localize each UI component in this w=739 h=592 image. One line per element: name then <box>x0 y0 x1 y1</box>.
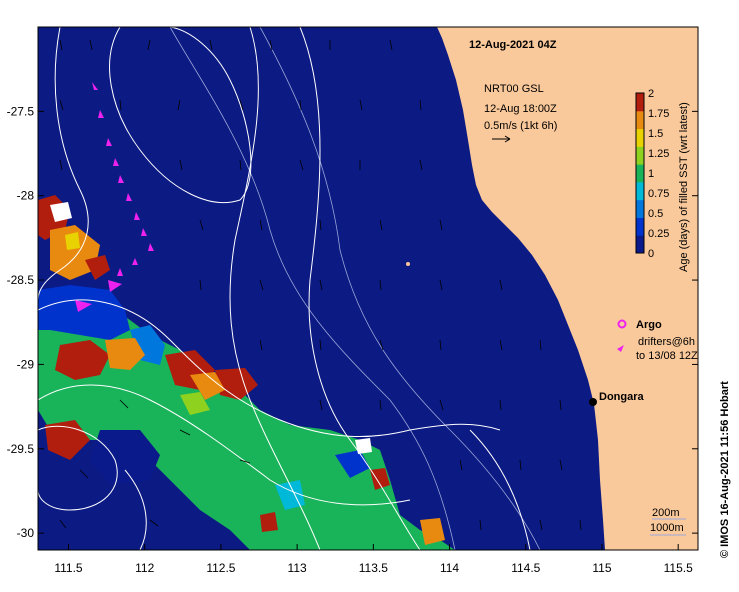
colorbar-segment <box>636 235 644 254</box>
drifter-legend-line1: drifters@6h <box>638 336 695 348</box>
y-axis: -27.5 -28 -28.5 -29 -29.5 -30 <box>7 104 698 540</box>
y-tick-label: -29.5 <box>7 442 35 456</box>
vector-source-line1: NRT00 GSL <box>484 83 544 95</box>
vector-source-line2: 12-Aug 18:00Z <box>484 103 557 115</box>
plot-frame <box>37 26 699 551</box>
land <box>437 27 698 550</box>
x-tick-label: 112.5 <box>206 561 235 575</box>
drifter-legend-line2: to 13/08 12Z <box>636 350 698 362</box>
x-tick-label: 114 <box>440 561 459 575</box>
x-tick-label: 113.5 <box>359 561 388 575</box>
sst-age-patches <box>38 195 455 550</box>
x-tick-label: 115.5 <box>664 561 693 575</box>
colorbar-segment <box>636 110 644 130</box>
isobath-legend-200m: 200m <box>652 507 680 519</box>
colorbar-tick-label: 0.5 <box>648 208 663 220</box>
colorbar-segment <box>636 199 644 218</box>
sst-contours <box>38 27 531 550</box>
x-tick-label: 115 <box>592 561 611 575</box>
vector-source-line3: 0.5m/s (1kt 6h) <box>484 120 557 132</box>
y-tick-label: -27.5 <box>7 104 35 118</box>
colorbar-tick-label: 0.25 <box>648 228 669 240</box>
colorbar-tick-label: 1.5 <box>648 128 663 140</box>
colorbar-tick-label: 0 <box>648 248 654 260</box>
y-tick-label: -30 <box>17 526 35 540</box>
colorbar-segment <box>636 217 644 236</box>
colorbar-segment <box>636 181 644 201</box>
dongara-label: Dongara <box>599 391 645 403</box>
colorbar-label: Age (days) of filled SST (wrt latest) <box>678 102 690 272</box>
colorbar-tick-label: 1.25 <box>648 148 669 160</box>
isobath-lines <box>169 27 541 550</box>
y-tick-label: -29 <box>17 357 35 371</box>
x-axis: 111.5 112 112.5 113 113.5 114 114.5 115 115.5 <box>54 544 693 575</box>
colorbar-tick-label: 0.75 <box>648 188 669 200</box>
colorbar-tick-label: 1.75 <box>648 108 669 120</box>
x-tick-label: 114.5 <box>511 561 540 575</box>
scale-arrow-head <box>504 135 511 143</box>
drifter-track <box>75 82 154 312</box>
colorbar-segment <box>636 128 644 147</box>
colorbar-tick-label: 1 <box>648 168 654 180</box>
island <box>406 262 410 266</box>
colorbar-segment <box>636 164 644 183</box>
x-tick-label: 113 <box>288 561 307 575</box>
colorbar: 0 0.25 0.5 0.75 1 1.25 1.5 1.75 2 <box>635 88 669 260</box>
argo-legend-label: Argo <box>636 319 662 331</box>
x-tick-label: 111.5 <box>54 561 83 575</box>
isobath-legend-1000m: 1000m <box>650 522 684 534</box>
map-title: 12-Aug-2021 04Z <box>469 39 557 51</box>
x-tick-label: 112 <box>135 561 154 575</box>
credit: © IMOS 16-Aug-2021 11:56 Hobart <box>719 381 731 558</box>
current-vectors <box>59 39 582 531</box>
y-tick-label: -28 <box>17 189 35 203</box>
dongara-marker <box>589 398 597 406</box>
colorbar-frame <box>635 92 645 254</box>
argo-legend-icon <box>617 319 627 329</box>
colorbar-segment <box>636 146 644 165</box>
colorbar-tick-label: 2 <box>648 88 654 100</box>
drifter-legend-icon <box>617 345 624 352</box>
colorbar-segment <box>636 93 644 112</box>
y-tick-label: -28.5 <box>7 273 35 287</box>
